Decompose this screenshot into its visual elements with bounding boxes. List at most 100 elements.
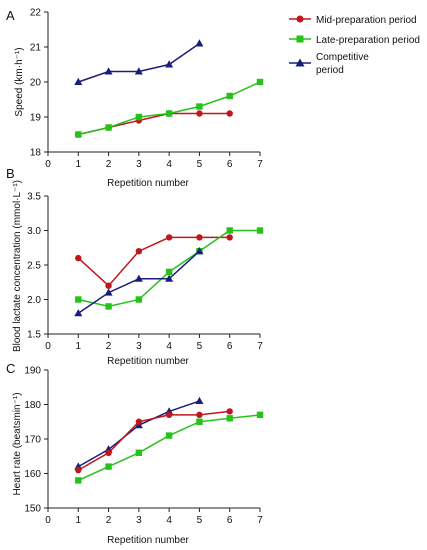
panel-a: A 18 19 20 21 22 0 1 2 3 4 5 6 7 Repetition number S…	[6, 8, 420, 190]
panel-c-x-tick-label: 3	[136, 515, 142, 526]
panel-c-x-tick-label: 2	[106, 515, 112, 526]
panel-c-line-late-preparation	[77, 414, 261, 482]
panel-c-point-late-preparation	[165, 432, 173, 439]
panel-a-point-late-preparation	[226, 92, 233, 100]
panel-c-axes: 150 160 170 180 190 0 1 2 3 4 5 6 7	[24, 366, 263, 527]
panel-c-point-mid-preparation	[135, 418, 143, 425]
panel-a-y-axis-title: Speed (km·h⁻¹)	[14, 47, 25, 116]
panel-a-x-tick-label: 7	[257, 159, 263, 170]
panel-c-y-tick-label: 160	[24, 469, 41, 480]
panel-c-x-tick-label: 5	[197, 515, 203, 526]
panel-b-line-mid-preparation	[77, 236, 230, 287]
panel-a-point-late-preparation	[75, 131, 82, 138]
panel-a-x-axis-title: Repetition number	[107, 178, 189, 189]
panel-b-point-competitive	[165, 274, 174, 282]
panel-a-x-tick-label: 5	[197, 159, 203, 170]
panel-b-y-tick-label: 3.5	[27, 192, 41, 203]
panel-c-x-tick-label: 7	[257, 515, 263, 526]
panel-b-x-axis-title: Repetition number	[107, 356, 189, 367]
panel-c-y-tick-label: 180	[24, 400, 41, 411]
panel-c-series	[74, 396, 264, 484]
panel-c-series-competitive	[74, 396, 204, 470]
panel-b: B 1.5 2.0 2.5 3.0 3.5 0 1 2 3 4 5 6 7 Repetition num…	[6, 166, 263, 367]
panel-a-point-mid-preparation	[226, 110, 233, 117]
panel-b-point-mid-preparation	[75, 254, 82, 262]
panel-b-x-tick-label: 7	[257, 341, 263, 352]
panel-a-line-competitive	[78, 42, 200, 83]
panel-b-point-late-preparation	[75, 296, 82, 303]
panel-a-point-late-preparation	[196, 103, 203, 110]
panel-b-y-tick-label: 1.5	[27, 330, 41, 341]
panel-a-series-mid-preparation	[75, 110, 233, 138]
panel-c-point-late-preparation	[256, 411, 264, 419]
legend: Mid-preparation period Late-preparation …	[289, 15, 420, 76]
panel-a-point-late-preparation	[165, 110, 173, 117]
panel-a-series	[74, 39, 264, 138]
panel-b-point-competitive	[195, 247, 204, 255]
panel-a-x-tick-label: 2	[106, 159, 112, 170]
panel-c-x-tick-label: 0	[45, 515, 51, 526]
panel-a-point-late-preparation	[135, 113, 143, 121]
panel-a-x-tick-label: 3	[136, 159, 142, 170]
panel-a-y-tick-label: 19	[30, 113, 42, 124]
panel-c-y-tick-label: 170	[24, 435, 41, 446]
panel-b-x-tick-label: 5	[197, 341, 203, 352]
panel-b-y-tick-label: 3.0	[27, 226, 41, 237]
panel-b-series	[74, 227, 264, 317]
legend-label-competitive-line2: period	[316, 65, 344, 76]
panel-a-y-tick-label: 20	[30, 78, 42, 89]
panel-c-point-late-preparation	[105, 463, 112, 470]
panel-b-point-mid-preparation	[135, 248, 143, 255]
panel-a-point-competitive	[195, 39, 204, 47]
panel-b-y-axis-title: Blood lactate concentration (mmol·L⁻¹)	[12, 180, 23, 352]
panel-c-point-mid-preparation	[196, 411, 203, 419]
panel-c-x-tick-label: 1	[76, 515, 82, 526]
panel-b-series-competitive	[74, 247, 204, 317]
panel-b-point-competitive	[74, 309, 83, 317]
panel-a-series-late-preparation	[75, 78, 264, 138]
panel-c-point-late-preparation	[135, 449, 143, 456]
panel-b-point-competitive	[104, 288, 113, 296]
legend-marker-mid-preparation	[296, 15, 304, 23]
legend-marker-competitive	[295, 58, 305, 67]
panel-b-y-tick-label: 2.5	[27, 261, 41, 272]
panel-b-letter: B	[6, 166, 15, 181]
panel-c-y-tick-label: 150	[24, 504, 41, 515]
panel-a-letter: A	[6, 8, 15, 23]
panel-c-line-mid-preparation	[77, 410, 230, 471]
panel-b-point-mid-preparation	[105, 282, 112, 289]
panel-a-x-tick-label: 4	[166, 159, 172, 170]
panel-a-point-late-preparation	[256, 78, 264, 86]
panel-a-point-competitive	[165, 60, 174, 68]
panel-a-point-competitive	[74, 77, 83, 85]
legend-label-mid-preparation: Mid-preparation period	[316, 15, 417, 26]
panel-c-x-axis-title: Repetition number	[107, 535, 189, 546]
panel-a-series-competitive	[74, 39, 204, 85]
legend-label-late-preparation: Late-preparation period	[316, 35, 420, 46]
panel-c-point-mid-preparation	[75, 466, 82, 474]
panel-b-point-late-preparation	[105, 303, 112, 310]
panel-c-point-late-preparation	[196, 418, 203, 425]
panel-b-x-tick-label: 3	[136, 341, 142, 352]
panel-a-x-tick-label: 0	[45, 159, 51, 170]
legend-label-competitive: Competitive	[316, 52, 369, 63]
panel-a-point-competitive	[104, 67, 113, 75]
panel-c-line-competitive	[77, 400, 200, 468]
panel-a-y-tick-label: 21	[30, 43, 42, 54]
panel-c-series-mid-preparation	[75, 408, 233, 474]
legend-marker-late-preparation	[296, 35, 304, 43]
panel-c-x-tick-label: 6	[227, 515, 233, 526]
legend-item-late-preparation: Late-preparation period	[289, 35, 420, 46]
panel-a-point-mid-preparation	[196, 110, 203, 117]
panel-b-series-mid-preparation	[75, 234, 233, 289]
panel-a-point-late-preparation	[105, 124, 112, 131]
panel-a-x-tick-label: 1	[76, 159, 82, 170]
panel-b-point-late-preparation	[226, 227, 233, 234]
panel-c-point-mid-preparation	[226, 408, 233, 415]
panel-c-y-axis-title: Heart rate (beatsmin⁻¹)	[12, 392, 23, 495]
panel-a-x-tick-label: 6	[227, 159, 233, 170]
panel-b-x-tick-label: 6	[227, 341, 233, 352]
panel-b-x-tick-label: 0	[45, 341, 51, 352]
panel-c: C 150 160 170 180 190 0 1 2 3 4 5 6 7 Repetition num…	[6, 361, 263, 546]
panel-b-point-mid-preparation	[165, 234, 173, 241]
